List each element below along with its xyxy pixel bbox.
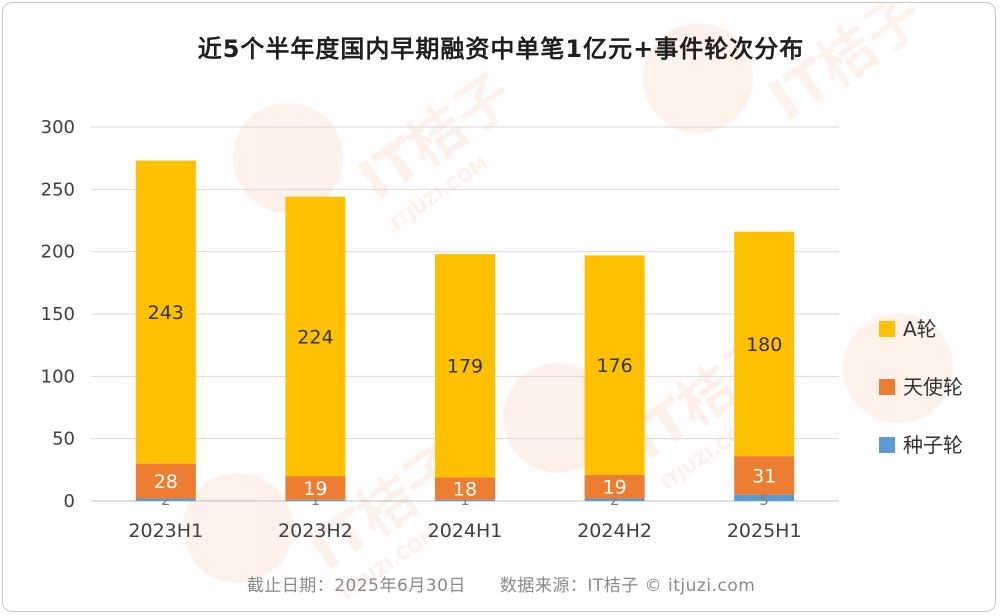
data-label: 31: [752, 465, 776, 487]
bar-segment-seed: [584, 498, 645, 501]
legend-swatch: [879, 437, 895, 453]
data-label: 2: [610, 491, 620, 509]
bar-segment-angel: [734, 456, 795, 495]
data-label: 28: [154, 471, 178, 493]
bar-segment-a: [435, 254, 495, 478]
bar-segment-a: [584, 255, 645, 475]
legend-swatch: [879, 379, 895, 395]
bar-segment-angel: [135, 463, 196, 499]
bar-segment-angel: [584, 474, 645, 499]
data-label: 1: [311, 491, 321, 509]
bar-segment-seed: [135, 498, 196, 501]
x-tick-label: 2024H2: [577, 520, 652, 542]
data-label: 179: [447, 356, 483, 378]
data-label: 224: [297, 326, 333, 348]
cutoff-date: 截止日期：2025年6月30日: [246, 576, 466, 596]
bar-segment-angel: [435, 477, 495, 500]
y-tick-label: 50: [52, 429, 75, 450]
data-label: 2: [161, 491, 171, 509]
legend-label: 种子轮: [903, 433, 963, 457]
y-tick-label: 100: [41, 366, 75, 387]
y-tick-label: 250: [41, 179, 75, 200]
legend-label: A轮: [903, 317, 937, 341]
x-tick-label: 2023H2: [278, 520, 353, 542]
y-tick-label: 150: [41, 304, 75, 325]
data-label: 18: [453, 479, 477, 501]
legend-label: 天使轮: [903, 375, 963, 399]
data-label: 5: [759, 491, 769, 509]
y-tick-label: 0: [64, 491, 75, 512]
chart-title: 近5个半年度国内早期融资中单笔1亿元+事件轮次分布: [197, 35, 805, 63]
legend-swatch: [879, 321, 895, 337]
data-source: 数据来源：IT桔子 © itjuzi.com: [499, 576, 756, 596]
bar-segment-a: [734, 231, 795, 457]
data-label: 19: [603, 477, 627, 499]
x-tick-label: 2025H1: [727, 520, 802, 542]
bar-segment-a: [135, 160, 196, 464]
bar-segment-a: [285, 196, 346, 477]
x-tick-label: 2023H1: [128, 520, 203, 542]
bar-segment-angel: [285, 476, 346, 500]
bar-segment-seed: [285, 499, 346, 501]
data-label: 19: [303, 478, 327, 500]
x-tick-label: 2024H1: [428, 520, 503, 542]
y-tick-label: 200: [41, 242, 75, 263]
data-label: 176: [596, 355, 632, 377]
chart-footer: 截止日期：2025年6月30日 数据来源：IT桔子 © itjuzi.com: [3, 571, 995, 596]
chart-canvas: 0501001502002503002282432023H11192242023…: [41, 117, 963, 542]
data-label: 180: [746, 334, 782, 356]
bar-segment-seed: [435, 499, 495, 501]
data-label: 243: [148, 302, 184, 324]
bar-segment-seed: [734, 494, 795, 501]
data-label: 1: [460, 491, 470, 509]
y-tick-label: 300: [41, 117, 75, 138]
